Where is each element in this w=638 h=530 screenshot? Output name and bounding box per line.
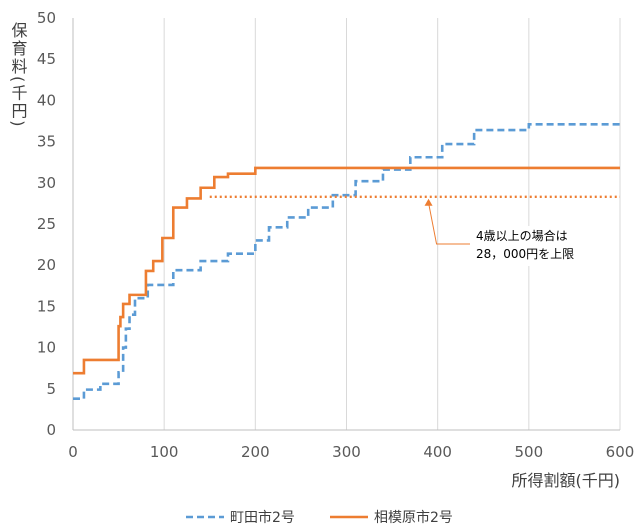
y-tick-label-40: 40 — [37, 91, 56, 109]
x-tick-label-0: 0 — [68, 443, 78, 461]
legend-label-1: 相模原市2号 — [374, 509, 453, 526]
series-lines — [73, 122, 620, 400]
y-tick-label-35: 35 — [37, 133, 56, 151]
y-tick-label-5: 5 — [46, 380, 56, 398]
y-tick-label-10: 10 — [37, 339, 56, 357]
x-tick-label-400: 400 — [423, 443, 452, 461]
annotation-arrow-line — [428, 202, 470, 245]
x-axis-title: 所得割額(千円) — [512, 471, 621, 490]
annotation: 4歳以上の場合は 28，000円を上限 — [209, 195, 620, 266]
y-tick-label-20: 20 — [37, 256, 56, 274]
annotation-text-line-0: 4歳以上の場合は — [476, 228, 568, 243]
y-tick-label-15: 15 — [37, 297, 56, 315]
y-tick-label-0: 0 — [46, 421, 56, 439]
y-tick-label-50: 50 — [37, 9, 56, 27]
y-tick-label-45: 45 — [37, 50, 56, 68]
y-axis-title: 保育料(千円) — [9, 22, 28, 128]
series-line-1 — [73, 166, 620, 375]
x-tick-label-200: 200 — [241, 443, 270, 461]
annotation-arrow-head — [424, 198, 433, 206]
annotation-text-line-1: 28，000円を上限 — [476, 247, 574, 261]
x-tick-label-500: 500 — [515, 443, 544, 461]
y-tick-label-30: 30 — [37, 174, 56, 192]
y-tick-label-25: 25 — [37, 215, 56, 233]
annotation-box — [470, 226, 600, 266]
legend: 町田市2号 相模原市2号 — [186, 509, 453, 526]
axes — [72, 18, 620, 431]
x-tick-label-600: 600 — [606, 443, 635, 461]
series-line-0 — [73, 122, 620, 400]
grid — [163, 18, 621, 430]
legend-label-0: 町田市2号 — [230, 509, 295, 526]
x-tick-label-100: 100 — [150, 443, 179, 461]
x-tick-label-300: 300 — [332, 443, 361, 461]
